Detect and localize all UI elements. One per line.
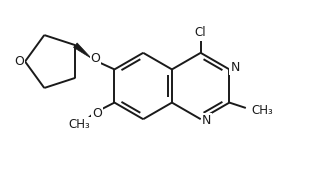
Text: O: O — [14, 55, 24, 68]
Text: CH₃: CH₃ — [252, 104, 273, 117]
Text: N: N — [202, 114, 211, 127]
Polygon shape — [73, 43, 91, 58]
Text: N: N — [231, 61, 240, 74]
Text: O: O — [92, 107, 102, 120]
Text: CH₃: CH₃ — [69, 118, 91, 131]
Text: Cl: Cl — [195, 26, 206, 39]
Text: O: O — [91, 52, 100, 65]
